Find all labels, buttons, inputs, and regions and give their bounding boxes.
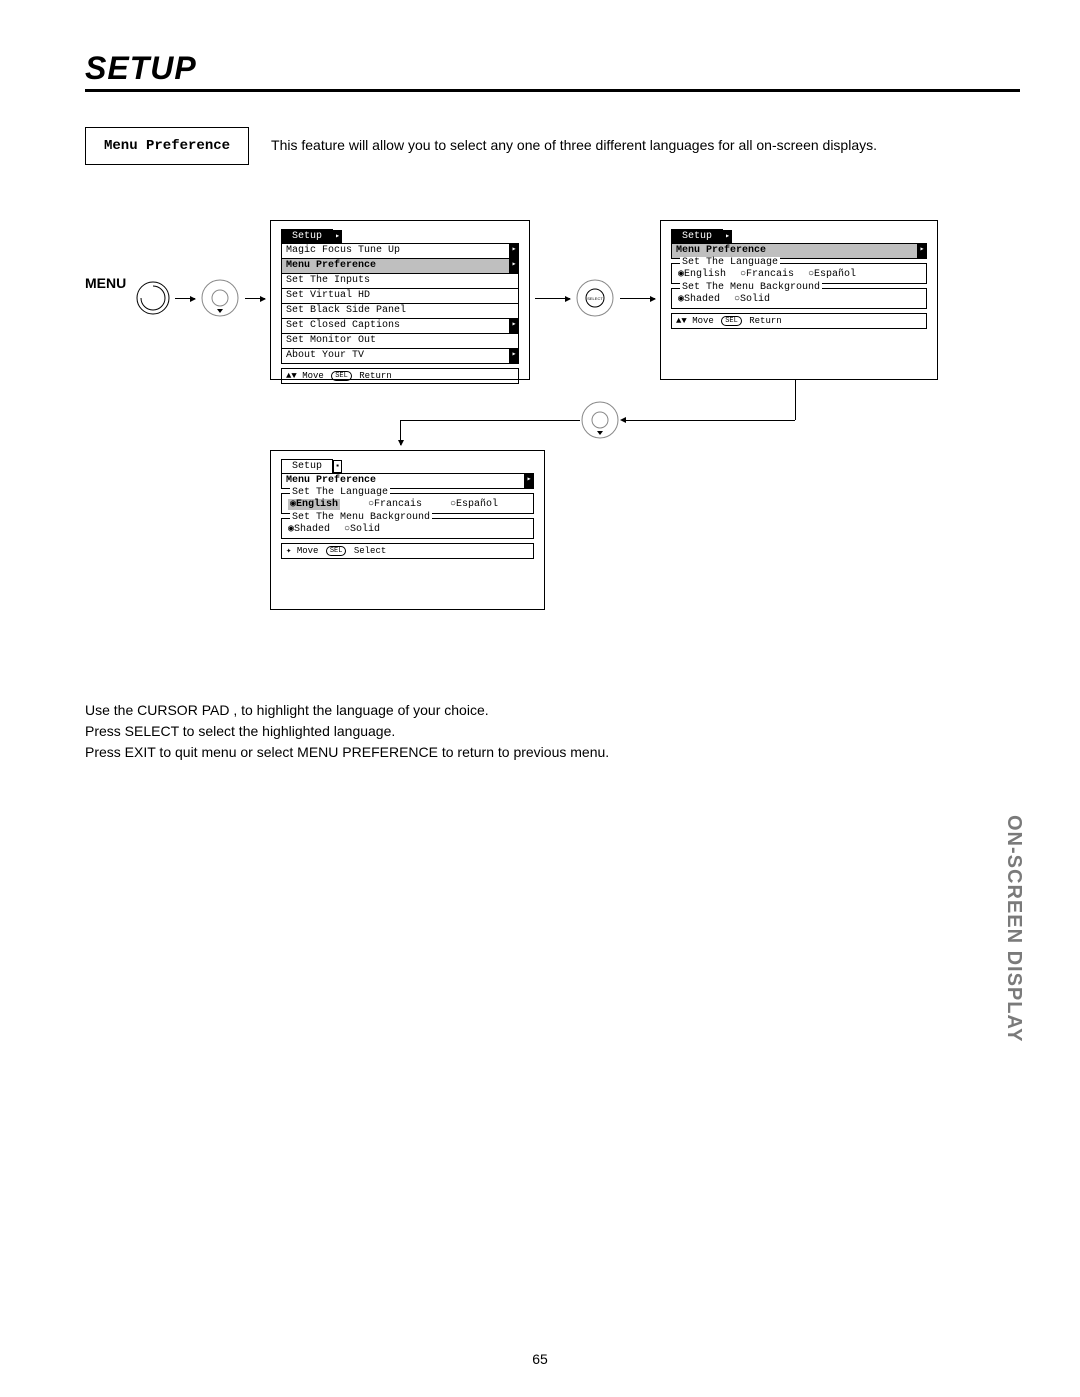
background-fieldset: Set The Menu Background ◉Shaded○Solid bbox=[281, 518, 534, 539]
menu-dial-icon bbox=[135, 280, 171, 316]
instructions-block: Use the CURSOR PAD , to highlight the la… bbox=[85, 700, 1020, 763]
radio-option: ◉Shaded bbox=[678, 294, 720, 305]
arrowhead-left-icon bbox=[620, 417, 626, 423]
cursor-pad-icon bbox=[200, 278, 240, 318]
osd-menu-row: Magic Focus Tune Up▸ bbox=[281, 243, 519, 259]
arrow-icon bbox=[175, 298, 195, 299]
menu-text-label: MENU bbox=[85, 275, 126, 291]
osd-menu-row: Set The Inputs bbox=[281, 273, 519, 289]
radio-option: ○Francais bbox=[740, 269, 794, 280]
connector-line bbox=[795, 380, 796, 420]
osd-hint-bar: ✦ Move SEL Select bbox=[281, 543, 534, 559]
page-number: 65 bbox=[0, 1351, 1080, 1367]
connector-line bbox=[400, 420, 580, 421]
instruction-line: Press EXIT to quit menu or select MENU P… bbox=[85, 742, 1020, 763]
osd-menu-row: Set Closed Captions▸ bbox=[281, 318, 519, 334]
language-option-selected: ◉English bbox=[288, 499, 340, 510]
instruction-line: Press SELECT to select the highlighted l… bbox=[85, 721, 1020, 742]
osd-menu-preference-1: Setup▸ Menu Preference▸ Set The Language… bbox=[660, 220, 938, 380]
select-button-icon: SELECT bbox=[575, 278, 615, 318]
radio-option: ○Solid bbox=[734, 294, 770, 305]
svg-text:SELECT: SELECT bbox=[587, 296, 603, 301]
cursor-pad-icon bbox=[580, 400, 620, 440]
language-fieldset: Set The Language ◉English○Francais○Españ… bbox=[671, 263, 927, 284]
background-fieldset: Set The Menu Background ◉Shaded○Solid bbox=[671, 288, 927, 309]
feature-label-box: Menu Preference bbox=[85, 127, 249, 165]
osd-hint-bar: ▲▼ Move SEL Return bbox=[671, 313, 927, 329]
arrow-icon bbox=[620, 298, 655, 299]
arrow-icon bbox=[535, 298, 570, 299]
osd-tab: Setup▸ bbox=[671, 229, 723, 244]
fieldset-legend: Set The Menu Background bbox=[290, 512, 432, 523]
radio-option: ○Español bbox=[808, 269, 856, 280]
feature-description: This feature will allow you to select an… bbox=[271, 136, 877, 156]
osd-setup-menu: Setup▸ Magic Focus Tune Up▸Menu Preferen… bbox=[270, 220, 530, 380]
osd-menu-preference-2: Setup▪ Menu Preference▸ Set The Language… bbox=[270, 450, 545, 610]
osd-tab: Setup▸ bbox=[281, 229, 333, 244]
radio-option: ◉English bbox=[678, 269, 726, 280]
osd-menu-row: Set Monitor Out bbox=[281, 333, 519, 349]
osd-menu-row: Set Virtual HD bbox=[281, 288, 519, 304]
fieldset-legend: Set The Menu Background bbox=[680, 282, 822, 293]
fieldset-legend: Set The Language bbox=[680, 257, 780, 268]
radio-option: ◉Shaded bbox=[288, 524, 330, 535]
header-row: Menu Preference This feature will allow … bbox=[85, 127, 1020, 165]
fieldset-legend: Set The Language bbox=[290, 487, 390, 498]
instruction-line: Use the CURSOR PAD , to highlight the la… bbox=[85, 700, 1020, 721]
radio-option: ○Español bbox=[450, 499, 498, 510]
title-rule bbox=[85, 89, 1020, 92]
section-side-tab: ON-SCREEN DISPLAY bbox=[1002, 815, 1025, 1042]
connector-line bbox=[625, 420, 795, 421]
osd-menu-row: About Your TV▸ bbox=[281, 348, 519, 364]
radio-option: ○Francais bbox=[368, 499, 422, 510]
osd-menu-row: Menu Preference▸ bbox=[281, 258, 519, 274]
language-fieldset: Set The Language ◉English○Francais○Españ… bbox=[281, 493, 534, 514]
page-title: SETUP bbox=[85, 50, 1020, 87]
osd-tab: Setup▪ bbox=[281, 459, 333, 474]
arrow-icon bbox=[245, 298, 265, 299]
osd-hint-bar: ▲▼ Move SEL Return bbox=[281, 368, 519, 384]
osd-menu-row: Set Black Side Panel bbox=[281, 303, 519, 319]
connector-arrow-down bbox=[400, 420, 401, 445]
flow-diagram: MENU Setup▸ Magic Focus Tune Up▸Menu Pre… bbox=[85, 220, 1020, 640]
radio-option: ○Solid bbox=[344, 524, 380, 535]
